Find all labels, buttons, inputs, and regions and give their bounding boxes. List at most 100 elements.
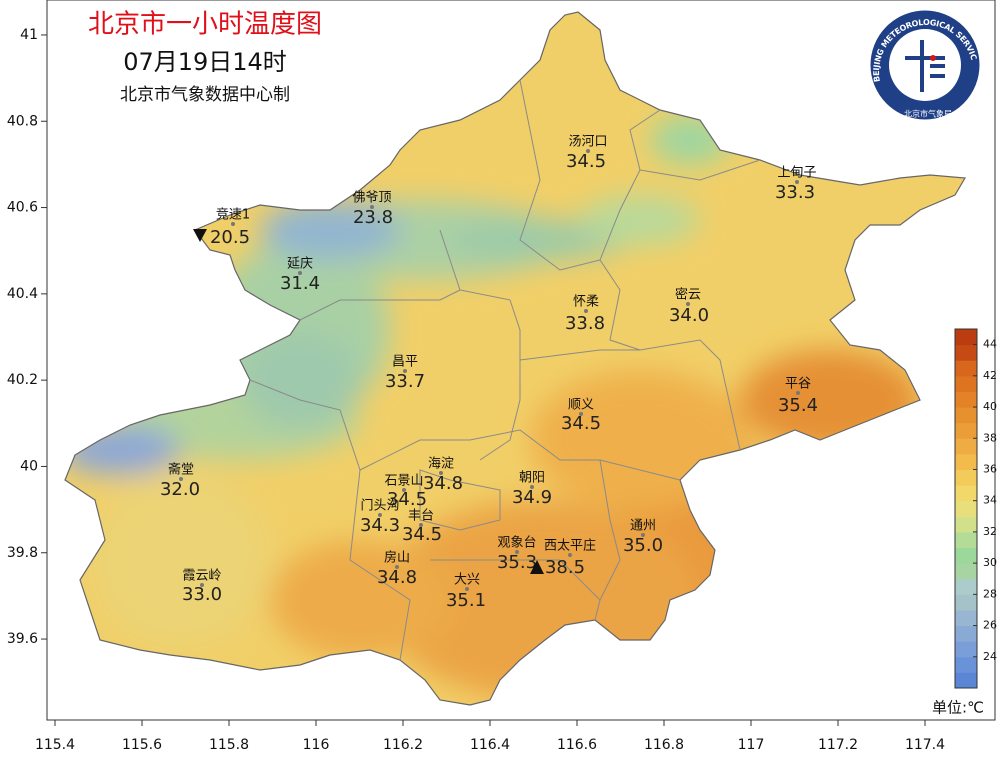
- colorbar-tick-label: 44: [983, 338, 997, 351]
- station-name: 朝阳: [519, 471, 545, 486]
- colorbar-frame: [954, 328, 978, 689]
- station-value: 35.0: [623, 535, 663, 556]
- station-value: 33.7: [385, 371, 425, 392]
- colorbar-band: [955, 329, 977, 346]
- station-value: 34.8: [423, 473, 463, 494]
- colorbar-band: [955, 453, 977, 470]
- station-dot: [515, 550, 519, 554]
- station-value: 34.5: [387, 489, 427, 510]
- station-value: 20.5: [210, 227, 250, 248]
- colorbar-band: [955, 375, 977, 392]
- x-tick-label: 115.4: [35, 737, 75, 753]
- station-name: 昌平: [392, 355, 418, 370]
- district-boundaries: [249, 79, 761, 661]
- station-dot: [568, 553, 572, 557]
- station-dot: [402, 488, 406, 492]
- colorbar-tick-label: 30: [983, 556, 997, 569]
- station-name: 上甸子: [777, 166, 816, 181]
- station-value: 33.0: [182, 584, 222, 605]
- colorbar-band: [955, 672, 977, 689]
- station-name: 大兴: [454, 573, 480, 588]
- station-name: 丰台: [408, 509, 434, 524]
- station-name: 汤河口: [568, 135, 607, 150]
- station-dot: [231, 222, 235, 226]
- colorbar-tick-label: 26: [983, 619, 997, 632]
- colorbar-band: [955, 469, 977, 486]
- station-dot: [370, 205, 374, 209]
- station-name: 平谷: [785, 377, 811, 392]
- station-name: 斋堂: [168, 462, 194, 478]
- x-tick-label: 116.6: [557, 737, 597, 753]
- y-tick-label: 40.6: [7, 200, 38, 216]
- station-value: 35.1: [446, 590, 486, 611]
- station-name: 密云: [675, 287, 701, 303]
- colorbar-band: [955, 531, 977, 549]
- station-value: 38.5: [545, 557, 585, 578]
- map-source: 北京市气象数据中心制: [120, 85, 290, 105]
- station-value: 34.9: [512, 487, 552, 508]
- station-dot: [395, 565, 399, 569]
- colorbar-band: [955, 500, 977, 517]
- colorbar-band: [955, 609, 977, 627]
- station-name: 顺义: [568, 398, 594, 413]
- station-dot: [795, 180, 799, 184]
- station-name: 观象台: [497, 536, 536, 551]
- map-title: 北京市一小时温度图: [88, 10, 322, 40]
- station-name: 霞云岭: [182, 569, 221, 584]
- station-value: 33.3: [775, 182, 815, 203]
- unit-label: 单位:℃: [932, 699, 984, 717]
- colorbar-band: [955, 641, 977, 658]
- station-value: 34.3: [360, 515, 400, 536]
- station-name: 房山: [384, 550, 410, 566]
- station-name: 通州: [630, 519, 656, 534]
- colorbar-band: [955, 547, 977, 564]
- colorbar-band: [955, 656, 977, 673]
- colorbar-band: [955, 344, 977, 361]
- colorbar-tick-label: 32: [983, 525, 997, 538]
- map-time: 07月19日14时: [123, 48, 287, 76]
- colorbar-band: [955, 360, 977, 377]
- colorbar-tick-label: 38: [983, 431, 997, 444]
- station-name: 竞速1: [216, 207, 250, 223]
- y-tick-label: 40.8: [7, 113, 38, 129]
- y-tick-label: 41: [20, 27, 38, 43]
- station-dot: [796, 391, 800, 395]
- colorbar-band: [955, 391, 977, 408]
- station-value: 34.5: [561, 413, 601, 434]
- station-dot: [579, 412, 583, 416]
- x-tick-label: 116: [303, 737, 330, 753]
- x-tick-label: 117.4: [905, 737, 945, 753]
- colorbar-band: [955, 578, 977, 595]
- station-name: 西太平庄: [544, 538, 596, 554]
- colorbar-tick-label: 42: [983, 369, 997, 382]
- station-dot: [179, 477, 183, 481]
- colorbar-band: [955, 407, 977, 424]
- station-dot: [439, 471, 443, 475]
- station-dot: [419, 523, 423, 527]
- station-name: 海淀: [428, 457, 454, 472]
- colorbar-tick-label: 40: [983, 400, 997, 413]
- colorbar-band: [955, 563, 977, 580]
- station-value: 34.8: [377, 567, 417, 588]
- colorbar-band: [955, 422, 977, 439]
- station-dot: [403, 369, 407, 373]
- station-name: 佛爷顶: [352, 191, 391, 206]
- station-dot: [298, 271, 302, 275]
- station-dot: [465, 587, 469, 591]
- map-frame: [46, 0, 996, 721]
- station-name: 门头沟: [360, 499, 399, 514]
- station-dot: [200, 583, 204, 587]
- colorbar-tick-label: 36: [983, 462, 997, 475]
- station-value: 34.0: [669, 305, 709, 326]
- colorbar-band: [955, 438, 977, 455]
- station-value: 31.4: [280, 273, 320, 294]
- station-name: 石景山: [384, 474, 423, 489]
- y-tick-label: 40.2: [7, 372, 38, 388]
- station-dot: [530, 485, 534, 489]
- station-value: 23.8: [353, 207, 393, 228]
- colorbar-tick-label: 28: [983, 587, 997, 600]
- station-value: 35.3: [497, 552, 537, 573]
- max-marker: [530, 560, 544, 574]
- x-tick-label: 116.4: [470, 737, 510, 753]
